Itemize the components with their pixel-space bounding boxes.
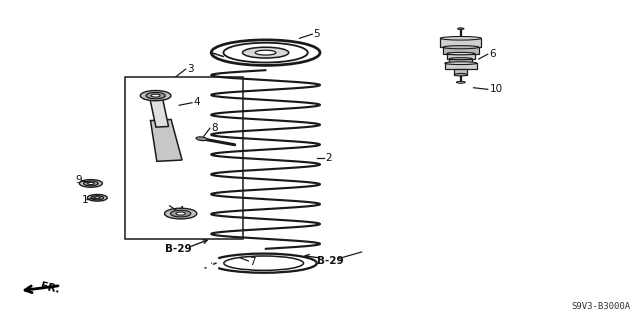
Ellipse shape <box>445 62 477 64</box>
Text: 8: 8 <box>211 122 218 133</box>
Bar <box>449 59 472 63</box>
Ellipse shape <box>79 180 102 187</box>
Ellipse shape <box>87 195 108 201</box>
Ellipse shape <box>440 36 481 40</box>
Bar <box>125 77 243 239</box>
Ellipse shape <box>243 47 289 58</box>
Text: FR.: FR. <box>40 281 61 295</box>
Ellipse shape <box>449 58 472 60</box>
Text: 10: 10 <box>490 84 503 94</box>
Text: B-29: B-29 <box>164 244 191 255</box>
Text: 5: 5 <box>314 29 320 39</box>
Text: 1: 1 <box>82 195 88 205</box>
Text: 6: 6 <box>490 49 496 59</box>
Text: 9: 9 <box>76 175 82 185</box>
Ellipse shape <box>146 93 165 99</box>
Ellipse shape <box>94 197 100 199</box>
Text: S9V3-B3000A: S9V3-B3000A <box>572 302 630 311</box>
Polygon shape <box>148 93 168 127</box>
Bar <box>445 63 477 69</box>
Ellipse shape <box>454 73 467 76</box>
Bar <box>440 38 481 47</box>
Text: 3: 3 <box>187 63 193 74</box>
Text: 7: 7 <box>250 256 256 267</box>
Ellipse shape <box>140 91 171 101</box>
Ellipse shape <box>196 137 207 141</box>
Ellipse shape <box>447 52 475 55</box>
Bar <box>454 69 467 75</box>
Polygon shape <box>150 120 182 161</box>
Ellipse shape <box>84 181 98 186</box>
Ellipse shape <box>91 196 104 200</box>
Ellipse shape <box>176 212 186 215</box>
Bar <box>447 54 475 59</box>
Ellipse shape <box>151 94 160 97</box>
Ellipse shape <box>458 28 464 30</box>
Ellipse shape <box>456 81 465 83</box>
Text: 4: 4 <box>178 206 184 216</box>
Text: B-29: B-29 <box>317 256 344 266</box>
Ellipse shape <box>88 182 94 184</box>
Text: 4: 4 <box>193 97 200 107</box>
Ellipse shape <box>443 46 479 49</box>
Ellipse shape <box>255 50 276 55</box>
Bar <box>443 47 479 54</box>
Ellipse shape <box>171 210 191 217</box>
Text: 2: 2 <box>325 153 332 163</box>
Ellipse shape <box>164 208 197 219</box>
